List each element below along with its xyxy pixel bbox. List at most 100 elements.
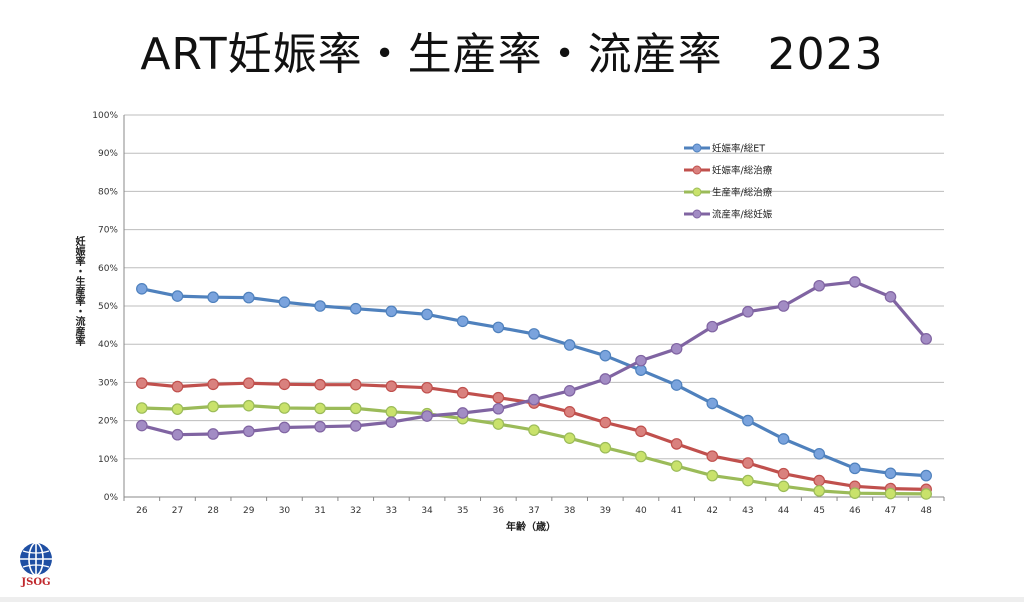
data-point [670,460,683,472]
x-tick-label: 43 [742,506,753,516]
data-point [742,305,754,318]
series-0 [136,283,932,482]
data-point [849,462,861,475]
data-point [421,308,433,321]
data-point [706,320,719,333]
data-point [349,402,362,415]
x-tick-label: 47 [885,506,896,516]
data-point [314,378,326,391]
data-point [813,279,826,292]
data-point [171,403,184,415]
data-point [492,391,505,404]
data-point [599,373,612,385]
gridlines [123,114,944,498]
data-point [670,379,683,391]
logo-text: JSOG [21,577,51,588]
legend-marker [692,165,702,175]
data-point [171,380,184,393]
data-point [635,425,647,438]
x-tick-label: 29 [243,506,255,516]
data-point [278,421,291,434]
data-point [456,407,469,419]
data-point [599,349,612,362]
legend-label: 流産率/総妊娠 [712,209,773,221]
data-point [385,406,398,418]
data-point [207,378,219,391]
data-point [920,469,932,482]
data-point [813,474,826,487]
legend-label: 生産率/総治療 [712,187,773,199]
data-point [706,397,719,410]
data-point [314,402,326,415]
data-point [813,448,826,460]
legend-label: 妊娠率/総治療 [712,165,773,177]
legend-item: 生産率/総治療 [684,187,773,199]
data-point [849,487,861,499]
x-tick-label: 30 [279,506,291,516]
legend-marker [692,143,702,153]
x-tick-label: 31 [314,506,325,516]
data-point [706,469,719,482]
data-point [813,485,826,497]
data-point [742,414,754,427]
y-tick-label: 10% [98,455,118,465]
x-tick-label: 27 [172,506,183,516]
legend-item: 妊娠率/総治療 [684,165,773,177]
data-point [920,488,932,500]
data-point [242,399,255,412]
data-point [421,410,433,422]
x-axis-ticks: 26 27 28 29 30 31 32 33 34 35 36 37 38 39 40 41 42 43 44 45… [123,497,945,516]
data-point [563,432,576,444]
x-tick-label: 40 [635,506,647,516]
legend-label: 妊娠率/総ET [712,143,765,155]
globe-logo-icon [20,542,52,576]
data-point [599,416,612,429]
y-tick-label: 30% [98,378,118,388]
data-point [635,450,647,463]
data-point [777,433,790,445]
data-point [385,416,398,428]
series-3 [136,276,932,441]
data-point [242,291,255,304]
x-tick-label: 36 [493,506,505,516]
data-point [242,425,255,438]
y-tick-label: 60% [98,264,118,274]
data-point [456,315,469,328]
y-tick-label: 90% [98,149,118,159]
data-point [528,393,540,406]
data-point [884,487,897,500]
x-tick-label: 38 [564,506,576,516]
data-point [742,457,754,469]
legend-item: 流産率/総妊娠 [684,209,773,221]
legend-marker [692,209,702,219]
data-point [385,380,398,393]
data-point [136,283,148,295]
legend-marker [692,187,702,197]
x-tick-label: 33 [386,506,397,516]
x-tick-label: 26 [136,506,148,516]
jsog-logo: JSOG [14,540,58,594]
y-tick-label: 0% [104,493,119,503]
x-tick-label: 44 [778,506,790,516]
data-point [278,402,291,414]
x-axis-label: 年齢（歳） [506,520,556,533]
x-tick-label: 45 [813,506,824,516]
data-point [635,364,647,376]
series-lines [136,276,932,500]
data-point [242,377,255,389]
data-point [635,354,647,367]
x-tick-label: 39 [600,506,612,516]
data-point [349,420,362,432]
x-tick-label: 32 [350,506,361,516]
data-point [670,438,683,450]
data-point [278,296,291,308]
data-point [599,441,612,454]
x-tick-label: 42 [707,506,718,516]
bottom-divider [0,597,1024,602]
y-tick-label: 100% [92,111,118,121]
data-point [314,420,326,433]
data-point [349,378,362,391]
data-point [456,386,469,399]
series-2 [136,399,932,500]
